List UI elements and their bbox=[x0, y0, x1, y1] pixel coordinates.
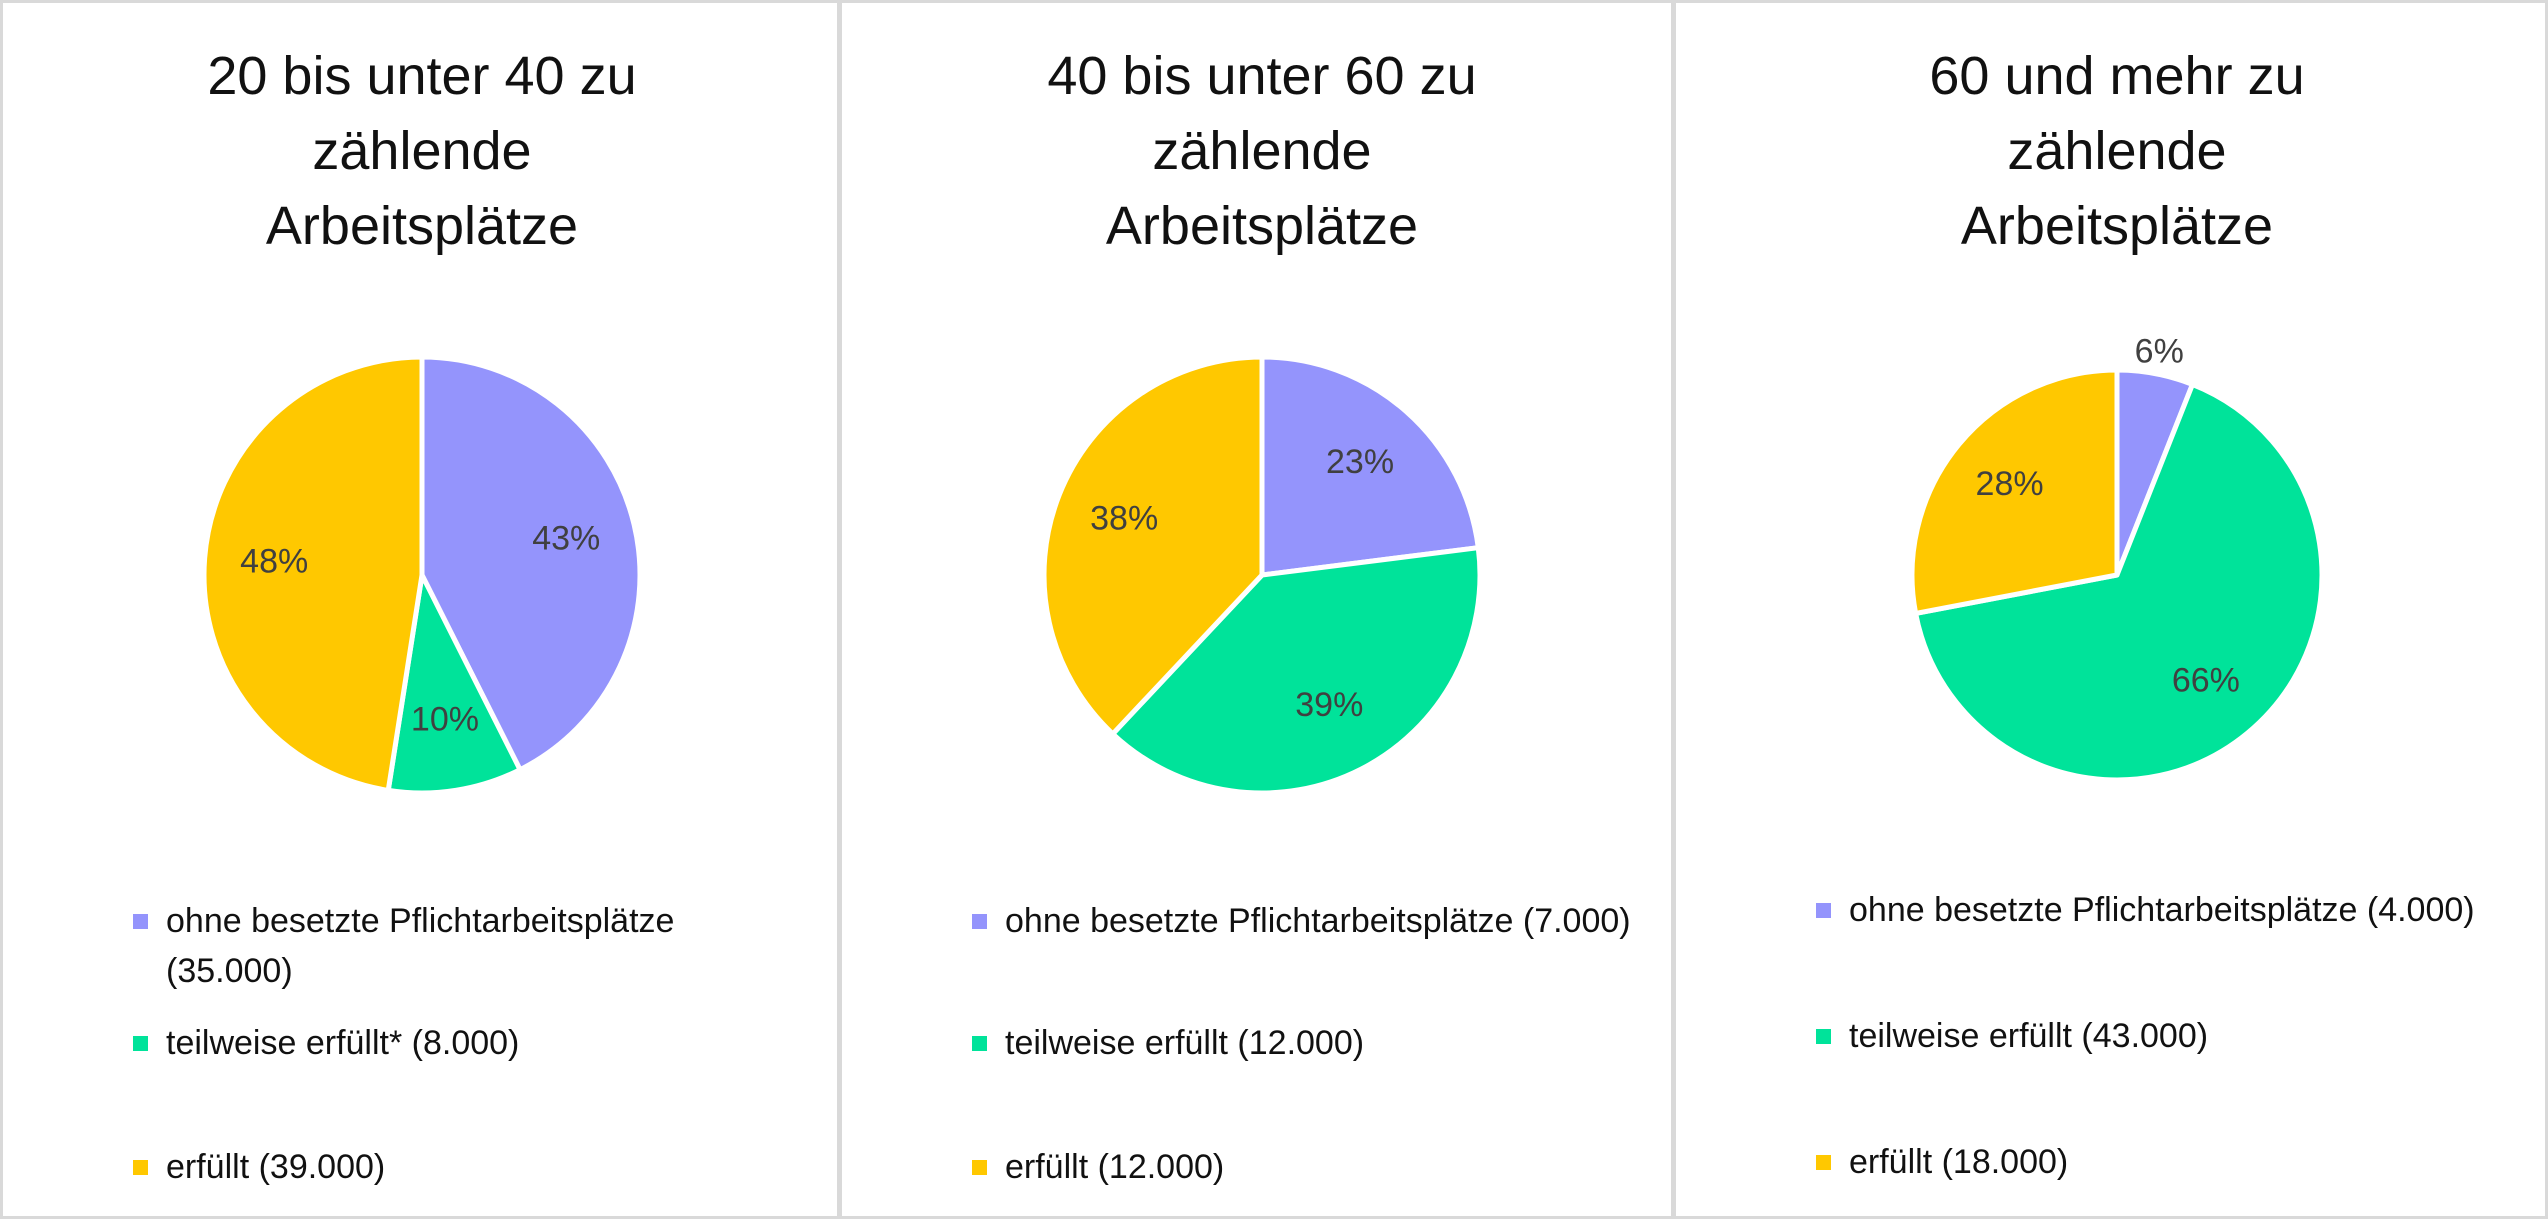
pie-slice bbox=[385, 572, 523, 796]
legend-label: teilweise erfüllt (43.000) bbox=[1849, 1017, 2209, 1055]
legend-item: erfüllt (39.000) bbox=[133, 1142, 806, 1192]
pie-slice bbox=[419, 354, 643, 773]
legend-swatch bbox=[972, 1036, 987, 1051]
legend-item: teilweise erfüllt (43.000) bbox=[1816, 1011, 2489, 1061]
chart-title: 40 bis unter 60 zu zählende Arbeitsplätz… bbox=[1047, 46, 1477, 256]
chart-title: 60 und mehr zu zählende Arbeitsplätze bbox=[1929, 46, 2305, 256]
legend-swatch bbox=[972, 914, 987, 929]
pie-chart: 6% 66% 28% bbox=[1909, 332, 2325, 783]
slice-label: 39% bbox=[1295, 686, 1363, 724]
legend-label: ohne besetzte Pflichtarbeitsplätze (7.00… bbox=[1005, 902, 1631, 940]
slice-label: 10% bbox=[411, 700, 479, 738]
legend-label: erfüllt (18.000) bbox=[1849, 1143, 2069, 1181]
pie-slice bbox=[1041, 354, 1265, 737]
chart-panel: 40 bis unter 60 zu zählende Arbeitsplätz… bbox=[837, 3, 1671, 1216]
legend-item: erfüllt (18.000) bbox=[1816, 1137, 2489, 1187]
slice-label: 28% bbox=[1976, 465, 2044, 503]
chart-panel: 20 bis unter 40 zu zählende Arbeitsplätz… bbox=[3, 3, 837, 1216]
legend-item: ohne besetzte Pflichtarbeitsplätze (35.0… bbox=[133, 896, 806, 996]
pie-slice bbox=[1913, 381, 2325, 783]
pie-slice bbox=[1110, 545, 1483, 796]
pie-slice bbox=[201, 354, 425, 793]
legend-swatch bbox=[133, 914, 148, 929]
slice-label: 48% bbox=[240, 542, 308, 580]
pie-chart: 43% 10% 48% bbox=[201, 354, 643, 796]
legend-item: ohne besetzte Pflichtarbeitsplätze (4.00… bbox=[1816, 885, 2489, 935]
pie-chart: 23% 39% 38% bbox=[1041, 354, 1483, 796]
legend-swatch bbox=[972, 1160, 987, 1175]
chart-panel: 60 und mehr zu zählende Arbeitsplätze 6% 6… bbox=[1671, 3, 2545, 1216]
legend-item: teilweise erfüllt* (8.000) bbox=[133, 1018, 806, 1068]
legend-swatch bbox=[1816, 1029, 1831, 1044]
legend-swatch bbox=[133, 1160, 148, 1175]
slice-label: 23% bbox=[1326, 443, 1394, 481]
pie-slice bbox=[1259, 354, 1481, 578]
legend-swatch bbox=[133, 1036, 148, 1051]
legend-swatch bbox=[1816, 903, 1831, 918]
slice-label: 43% bbox=[532, 520, 600, 558]
legend-label: erfüllt (39.000) bbox=[166, 1148, 386, 1186]
legend-item: ohne besetzte Pflichtarbeitsplätze (7.00… bbox=[972, 896, 1645, 946]
pie-slice bbox=[1909, 367, 2120, 616]
slice-label: 66% bbox=[2172, 661, 2240, 699]
legend-item: teilweise erfüllt (12.000) bbox=[972, 1018, 1645, 1068]
slice-label: 6% bbox=[2135, 332, 2184, 370]
legend-label: ohne besetzte Pflichtarbeitsplätze (4.00… bbox=[1849, 891, 2475, 929]
legend-item: erfüllt (12.000) bbox=[972, 1142, 1645, 1192]
chart-title: 20 bis unter 40 zu zählende Arbeitsplätz… bbox=[207, 46, 637, 256]
legend-label: teilweise erfüllt* (8.000) bbox=[166, 1024, 520, 1062]
legend-label: teilweise erfüllt (12.000) bbox=[1005, 1024, 1365, 1062]
legend-label: ohne besetzte Pflichtarbeitsplätze (35.0… bbox=[166, 902, 675, 990]
legend-swatch bbox=[1816, 1155, 1831, 1170]
slice-label: 38% bbox=[1090, 499, 1158, 537]
legend-label: erfüllt (12.000) bbox=[1005, 1148, 1225, 1186]
